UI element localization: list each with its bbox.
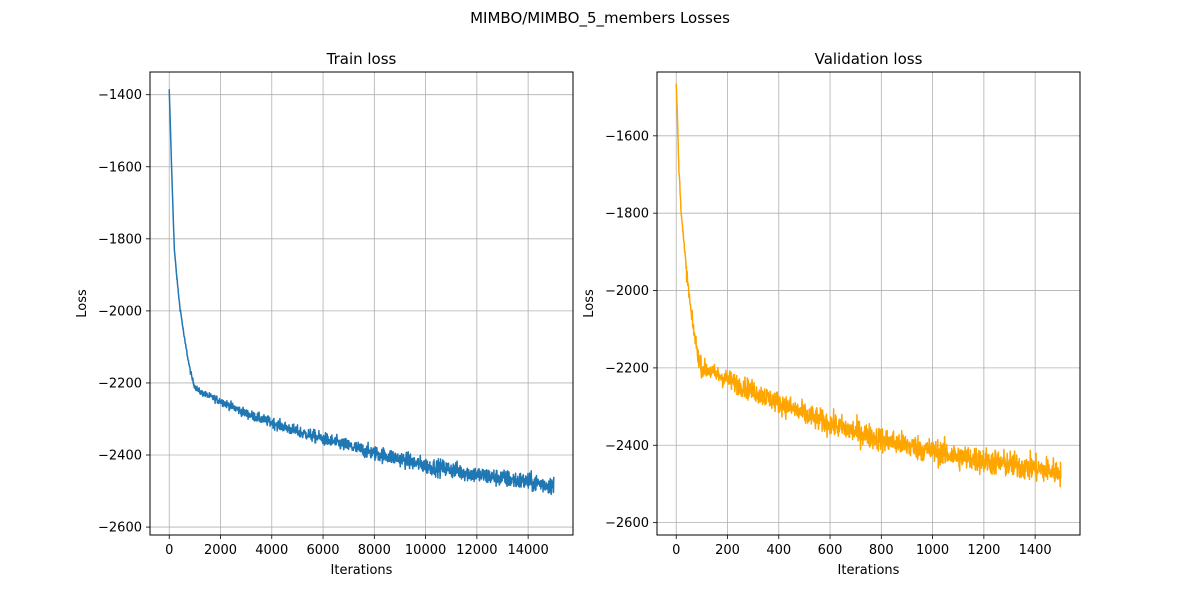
validation-loss-xtick-label: 1400 — [1019, 543, 1052, 558]
train-loss-series-line — [168, 89, 555, 496]
train-loss-ylabel: Loss — [75, 289, 90, 318]
validation-loss-ytick-label: −1800 — [605, 207, 649, 222]
validation-loss-ytick-label: −2000 — [605, 284, 649, 299]
validation-loss-ylabel: Loss — [582, 289, 597, 318]
validation-loss-ticks: 0 200 400 600 800 1000 1200 1400 −2600 −2400 −2200… — [605, 129, 1052, 558]
train-loss-ytick-label: −1400 — [98, 88, 142, 103]
validation-loss-xtick-label: 400 — [766, 543, 791, 558]
train-loss-xtick-label: 0 — [165, 543, 173, 558]
validation-loss-xlabel: Iterations — [838, 563, 900, 578]
validation-loss-plot — [675, 83, 1062, 488]
validation-loss-xtick-label: 800 — [869, 543, 894, 558]
train-loss-xtick-label: 6000 — [306, 543, 339, 558]
validation-loss-title: Validation loss — [815, 50, 923, 68]
train-loss-xtick-label: 12000 — [456, 543, 497, 558]
train-loss-frame — [149, 71, 574, 536]
train-loss-ytick-label: −1600 — [98, 160, 142, 175]
train-loss-ytick-label: −2000 — [98, 304, 142, 319]
train-loss-ticks: 0 2000 4000 6000 8000 10000 12000 14000 −2600 −24… — [98, 88, 549, 558]
train-loss-ytick-label: −1800 — [98, 232, 142, 247]
validation-loss-xtick-label: 1200 — [967, 543, 1000, 558]
train-loss-ytick-label: −2400 — [98, 449, 142, 464]
validation-loss-xtick-label: 0 — [672, 543, 680, 558]
validation-loss-xtick-label: 600 — [818, 543, 843, 558]
train-loss-ytick-label: −2200 — [98, 376, 142, 391]
validation-loss-series-line — [675, 83, 1062, 488]
train-loss-xlabel: Iterations — [331, 563, 393, 578]
validation-loss-frame — [656, 71, 1081, 536]
validation-loss-ytick-label: −2400 — [605, 439, 649, 454]
train-loss-grid — [150, 72, 573, 535]
validation-loss-ytick-label: −1600 — [605, 129, 649, 144]
train-loss-axes: 0 2000 4000 6000 8000 10000 12000 14000 −2600 −24… — [75, 50, 574, 578]
train-loss-ytick-label: −2600 — [98, 521, 142, 536]
train-loss-xtick-label: 2000 — [204, 543, 237, 558]
validation-loss-xtick-label: 1000 — [916, 543, 949, 558]
validation-loss-ytick-label: −2200 — [605, 361, 649, 376]
validation-loss-axes: 0 200 400 600 800 1000 1200 1400 −2600 −2400 −2200… — [582, 50, 1081, 578]
train-loss-xtick-label: 8000 — [358, 543, 391, 558]
validation-loss-xtick-label: 200 — [715, 543, 740, 558]
figure-suptitle: MIMBO/MIMBO_5_members Losses — [470, 9, 730, 28]
train-loss-xtick-label: 4000 — [255, 543, 288, 558]
train-loss-title: Train loss — [326, 50, 397, 68]
train-loss-xtick-label: 14000 — [507, 543, 548, 558]
train-loss-xtick-label: 10000 — [405, 543, 446, 558]
validation-loss-ytick-label: −2600 — [605, 516, 649, 531]
train-loss-plot — [168, 89, 555, 496]
